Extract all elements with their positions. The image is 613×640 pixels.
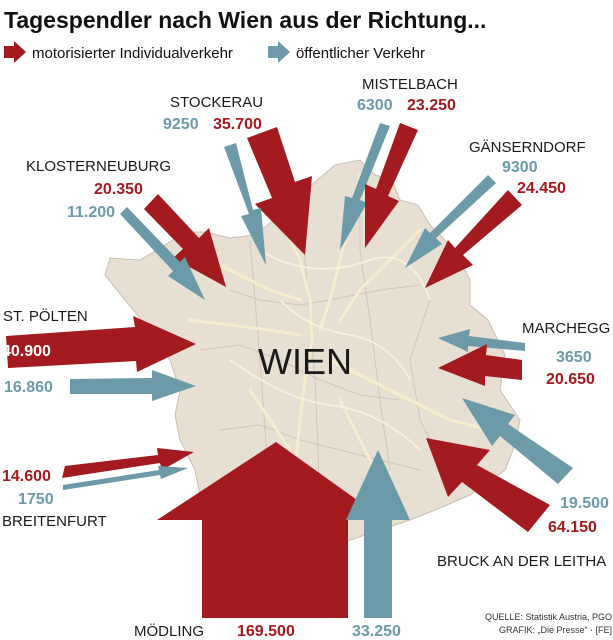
city-label: WIEN [258,341,352,382]
st-poelten-name: ST. PÖLTEN [3,307,88,325]
bruck-name: BRUCK AN DER LEITHA [437,553,606,570]
moedling-transit-value: 33.250 [352,623,401,640]
stockerau-name: STOCKERAU [170,94,263,111]
breitenfurt-name: BREITENFURT [2,513,107,530]
bruck-car-arrow [426,438,550,532]
marchegg-transit-arrow [438,329,525,352]
breitenfurt-transit-value: 1750 [18,491,54,508]
gaenserndorf-transit-value: 9300 [502,159,538,176]
gaenserndorf-car-value: 24.450 [517,180,566,197]
gaenserndorf-transit-arrow [405,175,496,268]
moedling-car-value: 169.500 [237,623,295,640]
marchegg-name: MARCHEGG [522,320,610,337]
legend-car-label: motorisierter Individualverkehr [32,45,233,62]
gaenserndorf-car-arrow [425,190,522,288]
stockerau-car-arrow [247,127,312,255]
bruck-car-value: 64.150 [548,519,597,536]
mistelbach-name: MISTELBACH [362,76,458,93]
breitenfurt-car-arrow [62,448,194,478]
bruck-transit-value: 19.500 [560,495,609,512]
st-poelten-transit-arrow [70,370,196,401]
legend: motorisierter Individualverkehr öffentli… [4,41,425,63]
klosterneuburg-car-value: 20.350 [94,181,143,198]
marchegg-transit-value: 3650 [556,349,592,366]
marchegg-car-value: 20.650 [546,371,595,388]
arrows [6,123,573,618]
legend-transit-arrow-icon [268,41,290,63]
klosterneuburg-transit-value: 11.200 [67,204,115,221]
mistelbach-transit-value: 6300 [357,97,393,114]
mistelbach-car-value: 23.250 [407,97,456,114]
klosterneuburg-car-arrow [144,194,226,287]
source-line: QUELLE: Statistik Austria, PGO [485,612,612,622]
gaenserndorf-name: GÄNSERNDORF [469,139,586,156]
marchegg-car-arrow [438,344,522,386]
moedling-transit-arrow [346,450,410,618]
source-credit: QUELLE: Statistik Austria, PGO GRAFIK: „… [485,612,612,635]
st-poelten-car-value: 40.900 [2,343,51,360]
mistelbach-car-arrow [365,123,418,248]
stockerau-transit-value: 9250 [163,116,199,133]
moedling-car-arrow [157,442,385,618]
breitenfurt-car-value: 14.600 [2,468,51,485]
credit-line: GRAFIK: „Die Presse“ · [FE] [499,625,612,635]
breitenfurt-transit-arrow [63,466,188,490]
klosterneuburg-transit-arrow [120,207,205,300]
st-poelten-car-arrow [6,316,196,372]
bruck-transit-arrow [462,398,573,484]
moedling-name: MÖDLING [134,622,204,640]
stockerau-transit-arrow [224,143,266,265]
stockerau-car-value: 35.700 [213,116,262,133]
legend-transit-label: öffentlicher Verkehr [296,45,425,62]
st-poelten-transit-value: 16.860 [4,379,53,396]
klosterneuburg-name: KLOSTERNEUBURG [26,158,171,175]
direction-labels: STOCKERAU 9250 35.700 MISTELBACH 6300 23… [2,76,610,640]
legend-car-arrow-icon [4,41,26,63]
page-title: Tagespendler nach Wien aus der Richtung.… [4,7,486,33]
